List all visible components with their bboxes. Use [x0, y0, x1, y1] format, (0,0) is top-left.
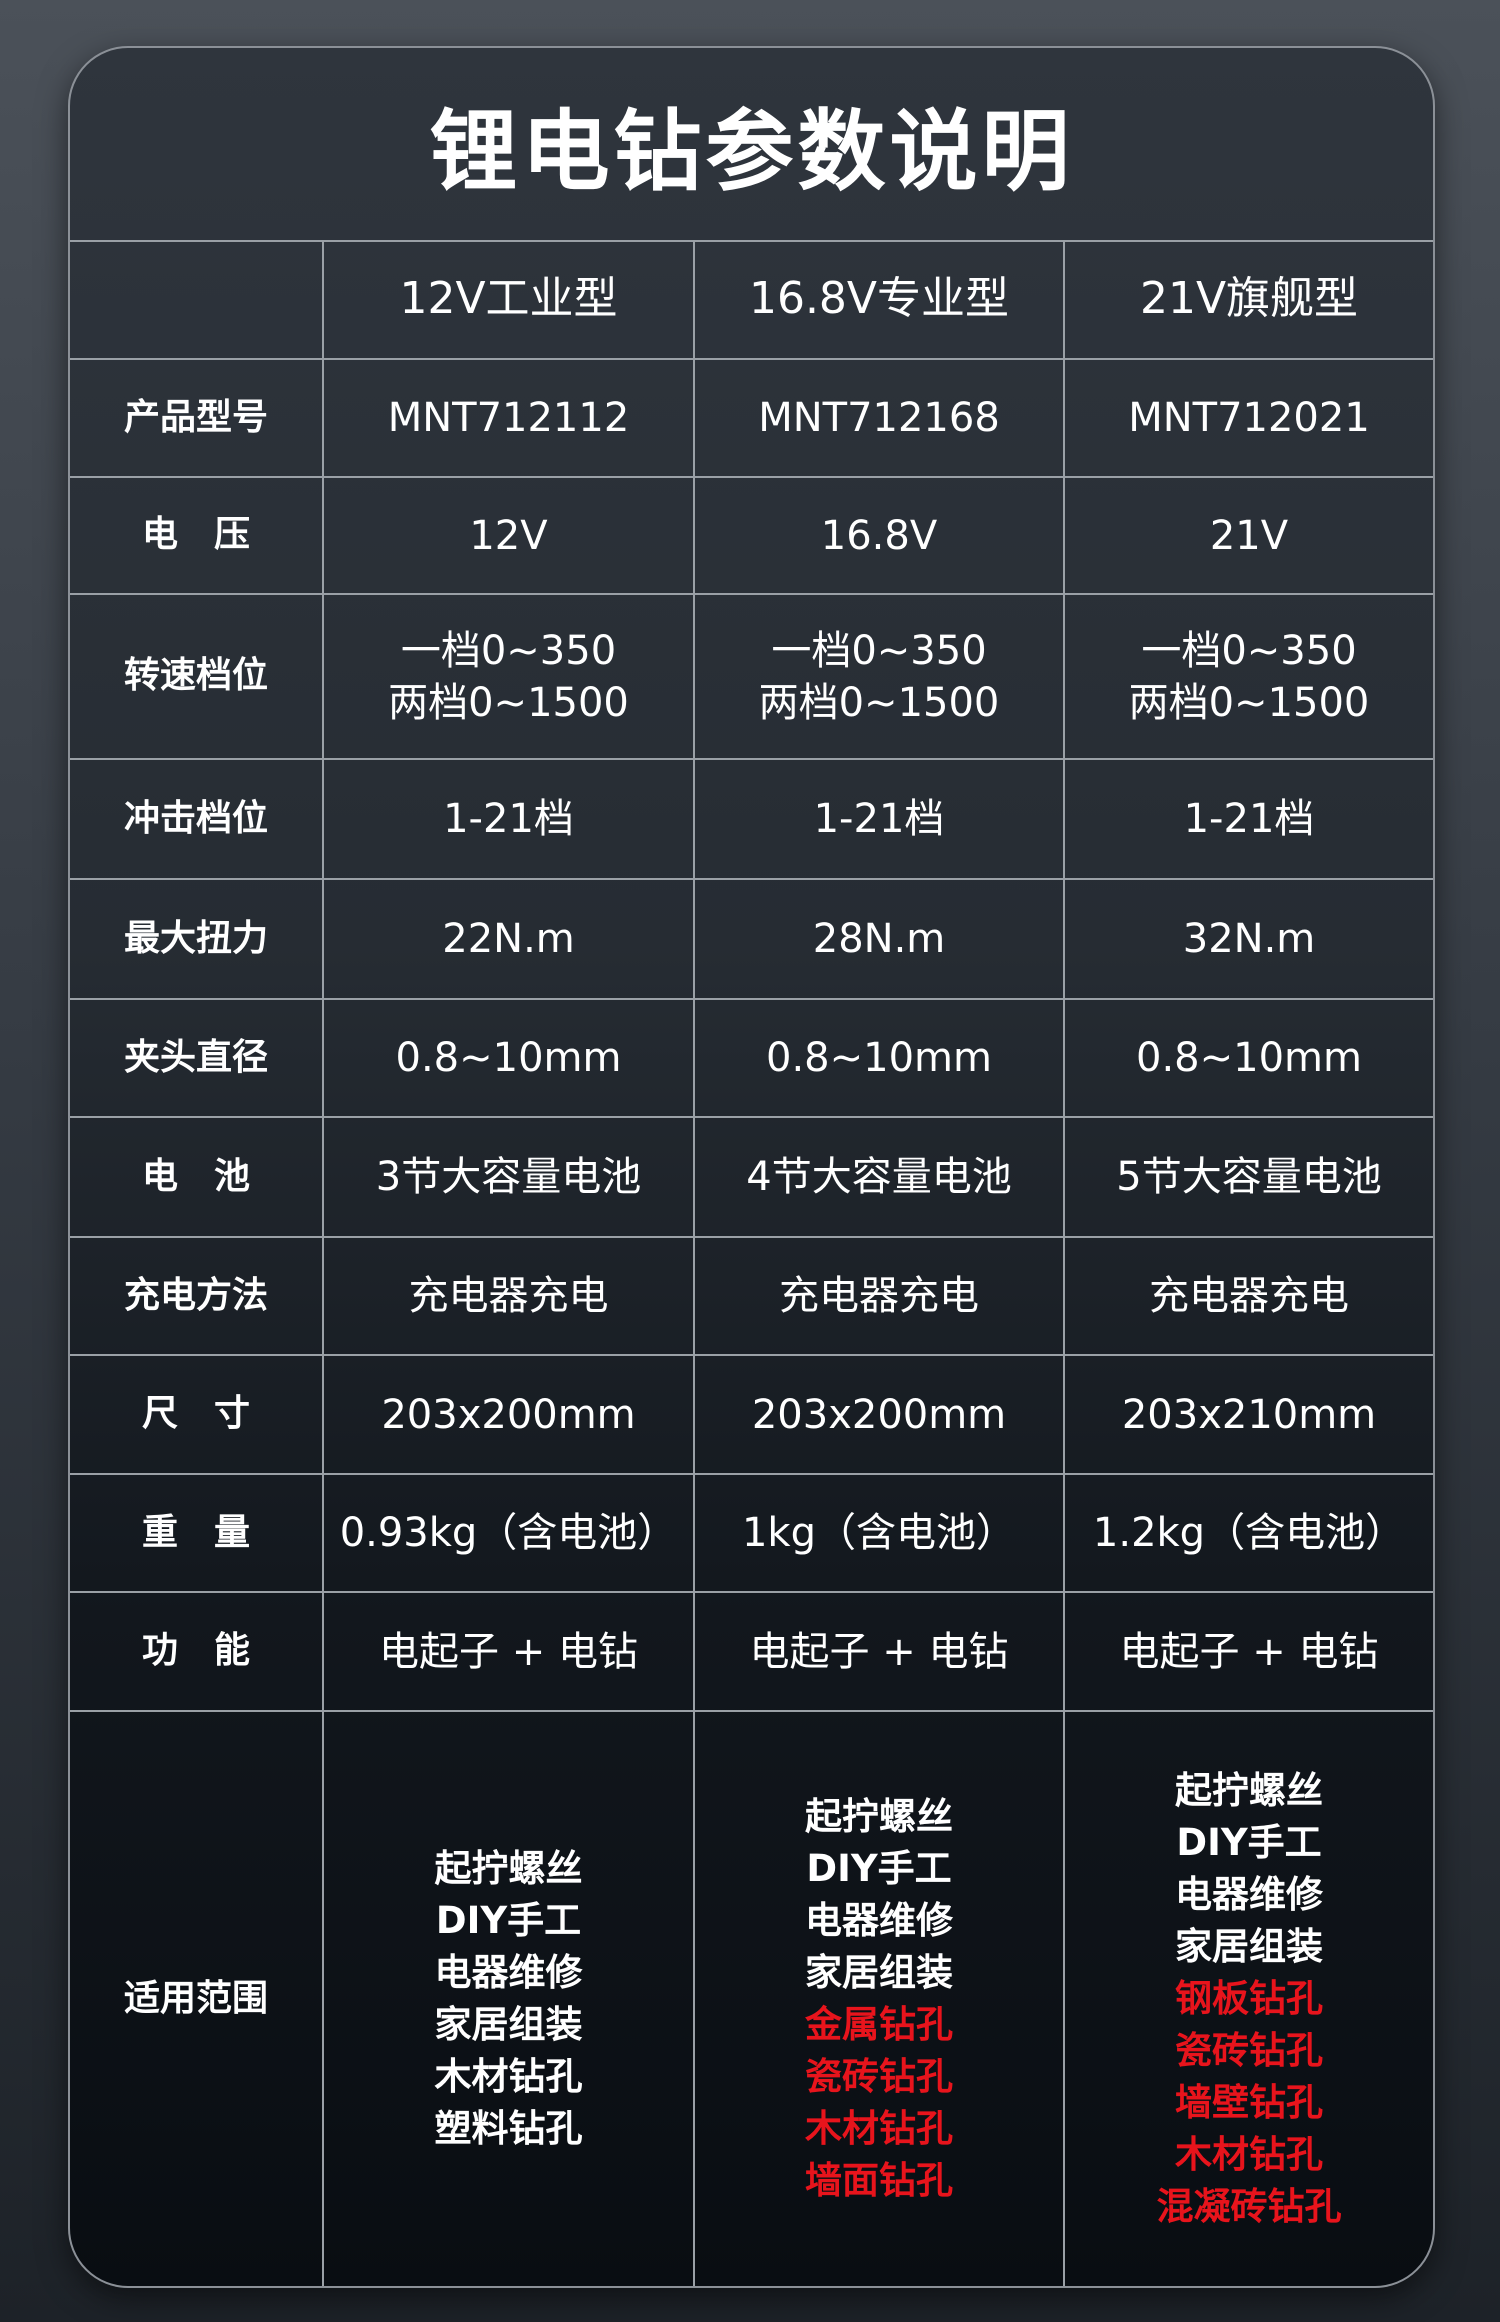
spec-card: 锂电钻参数说明 12V工业型 16.8V专业型 21V旗舰型 产品型号 MNT71211… — [68, 46, 1435, 2288]
scope-item: 金属钻孔 — [805, 2003, 953, 2046]
row-label: 充电方法 — [70, 1236, 324, 1356]
row-label: 冲击档位 — [70, 758, 324, 880]
cell-value: 0.93kg（含电池） — [322, 1473, 695, 1593]
row-label: 功 能 — [70, 1591, 324, 1712]
cell-value: MNT712021 — [1063, 358, 1433, 478]
scope-item: 家居组装 — [434, 2003, 583, 2046]
spec-table: 12V工业型 16.8V专业型 21V旗舰型 产品型号 MNT712112 MNT7121… — [70, 240, 1433, 2286]
cell-value: 203x200mm — [322, 1354, 695, 1475]
cell-value: 203x210mm — [1063, 1354, 1433, 1475]
cell-value: 一档0~350 两档0~1500 — [322, 593, 695, 760]
row-label: 重 量 — [70, 1473, 324, 1593]
scope-item: 起拧螺丝 — [434, 1847, 583, 1890]
cell-value: 一档0~350 两档0~1500 — [693, 593, 1065, 760]
cell-value: 12V — [322, 476, 695, 595]
table-row: 夹头直径 0.8~10mm 0.8~10mm 0.8~10mm — [70, 998, 1433, 1118]
cell-value: 0.8~10mm — [322, 998, 695, 1118]
cell-value: 28N.m — [693, 878, 1065, 1000]
cell-value: 21V — [1063, 476, 1433, 595]
cell-value: MNT712112 — [322, 358, 695, 478]
cell-value: 203x200mm — [693, 1354, 1065, 1475]
table-row: 冲击档位 1-21档 1-21档 1-21档 — [70, 758, 1433, 880]
table-row: 电 压 12V 16.8V 21V — [70, 476, 1433, 595]
cell-value: 1.2kg（含电池） — [1063, 1473, 1433, 1593]
cell-value: 0.8~10mm — [693, 998, 1065, 1118]
table-row: 充电方法 充电器充电 充电器充电 充电器充电 — [70, 1236, 1433, 1356]
cell-value: 充电器充电 — [693, 1236, 1065, 1356]
row-label: 电 压 — [70, 476, 324, 595]
scope-item: DIY手工 — [435, 1899, 582, 1942]
cell-value: 0.8~10mm — [1063, 998, 1433, 1118]
scope-item: 瓷砖钻孔 — [805, 2055, 953, 2098]
scope-item: 塑料钻孔 — [434, 2107, 583, 2150]
scope-item: 木材钻孔 — [805, 2107, 953, 2150]
scope-item: 混凝砖钻孔 — [1156, 2185, 1342, 2228]
cell-value: 16.8V — [693, 476, 1065, 595]
table-row: 尺 寸 203x200mm 203x200mm 203x210mm — [70, 1354, 1433, 1475]
header-row: 12V工业型 16.8V专业型 21V旗舰型 — [70, 240, 1433, 360]
page-title: 锂电钻参数说明 — [70, 48, 1433, 242]
row-label: 适用范围 — [70, 1710, 324, 2286]
cell-value: 32N.m — [1063, 878, 1433, 1000]
table-row: 最大扭力 22N.m 28N.m 32N.m — [70, 878, 1433, 1000]
cell-value: 3节大容量电池 — [322, 1116, 695, 1238]
cell-value: 充电器充电 — [1063, 1236, 1433, 1356]
column-header: 12V工业型 — [322, 240, 695, 360]
scope-list: 起拧螺丝 DIY手工电器维修家居组装钢板钻孔瓷砖钻孔墙壁钻孔木材钻孔混凝砖钻孔 — [1063, 1710, 1433, 2286]
scope-item: DIY手工 — [806, 1847, 952, 1890]
scope-item: 瓷砖钻孔 — [1175, 2029, 1323, 2072]
row-label: 电 池 — [70, 1116, 324, 1238]
row-label: 夹头直径 — [70, 998, 324, 1118]
scope-item: 电器维修 — [805, 1899, 953, 1942]
cell-value: 电起子 + 电钻 — [322, 1591, 695, 1712]
scope-item: DIY手工 — [1176, 1821, 1322, 1864]
cell-value: 一档0~350 两档0~1500 — [1063, 593, 1433, 760]
scope-item: 家居组装 — [1175, 1925, 1323, 1968]
cell-value: 22N.m — [322, 878, 695, 1000]
table-row: 转速档位 一档0~350 两档0~1500 一档0~350 两档0~1500 一档0~… — [70, 593, 1433, 760]
scope-item: 墙面钻孔 — [805, 2159, 953, 2202]
cell-value: 5节大容量电池 — [1063, 1116, 1433, 1238]
cell-value: 1-21档 — [693, 758, 1065, 880]
scope-row: 适用范围 起拧螺丝 DIY手工 电器维修 家居组装 木材钻孔 塑料钻孔 起拧螺丝 DIY手工 电器… — [70, 1710, 1433, 2286]
row-label: 转速档位 — [70, 593, 324, 760]
cell-value: 1-21档 — [322, 758, 695, 880]
cell-value: 4节大容量电池 — [693, 1116, 1065, 1238]
row-label: 最大扭力 — [70, 878, 324, 1000]
scope-item: 墙壁钻孔 — [1175, 2081, 1323, 2124]
row-label: 尺 寸 — [70, 1354, 324, 1475]
scope-item: 家居组装 — [805, 1951, 953, 1994]
scope-item: 电器维修 — [1175, 1873, 1323, 1916]
cell-value: 电起子 + 电钻 — [1063, 1591, 1433, 1712]
table-row: 功 能电起子 + 电钻 电起子 + 电钻 电起子 + 电钻 — [70, 1591, 1433, 1712]
cell-value: 1kg（含电池） — [693, 1473, 1065, 1593]
column-header: 16.8V专业型 — [693, 240, 1065, 360]
table-row: 产品型号 MNT712112 MNT712168 MNT712021 — [70, 358, 1433, 478]
scope-list: 起拧螺丝 DIY手工电器维修家居组装金属钻孔瓷砖钻孔木材钻孔墙面钻孔 — [693, 1710, 1065, 2286]
scope-item: 木材钻孔 — [434, 2055, 583, 2098]
row-label: 产品型号 — [70, 358, 324, 478]
scope-item: 木材钻孔 — [1175, 2133, 1323, 2176]
scope-item: 起拧螺丝 — [1175, 1769, 1323, 1812]
corner-cell — [70, 240, 324, 360]
cell-value: 1-21档 — [1063, 758, 1433, 880]
scope-item: 起拧螺丝 — [805, 1795, 953, 1838]
cell-value: MNT712168 — [693, 358, 1065, 478]
scope-item: 电器维修 — [434, 1951, 583, 1994]
scope-item: 钢板钻孔 — [1175, 1977, 1323, 2020]
scope-list: 起拧螺丝 DIY手工电器维修家居组装木材钻孔塑料钻孔 — [322, 1710, 695, 2286]
table-row: 电 池 3节大容量电池 4节大容量电池 5节大容量电池 — [70, 1116, 1433, 1238]
cell-value: 充电器充电 — [322, 1236, 695, 1356]
column-header: 21V旗舰型 — [1063, 240, 1433, 360]
table-row: 重 量 0.93kg（含电池） 1kg（含电池） 1.2kg（含电池） — [70, 1473, 1433, 1593]
cell-value: 电起子 + 电钻 — [693, 1591, 1065, 1712]
